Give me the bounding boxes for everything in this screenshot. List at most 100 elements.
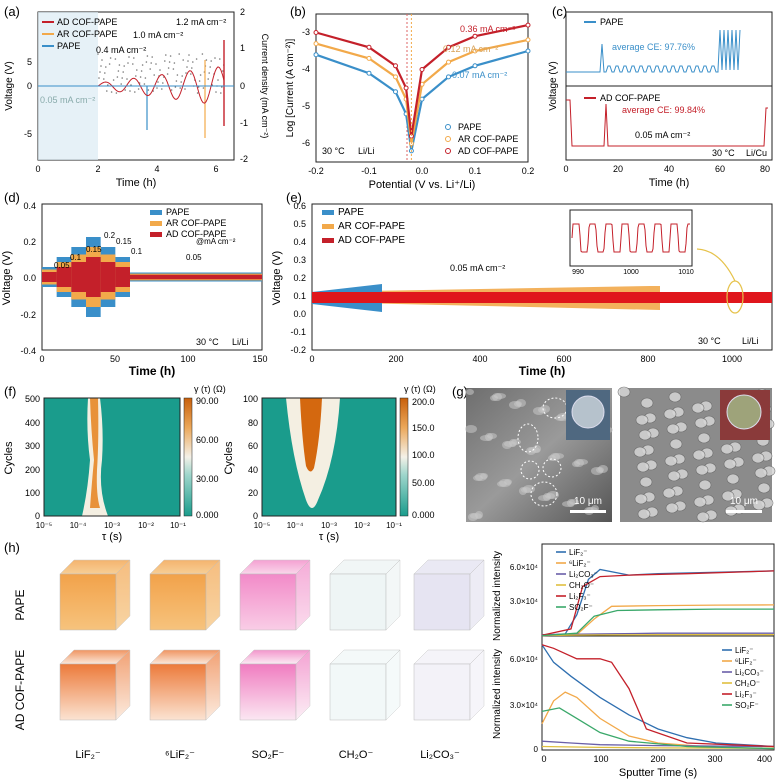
- panel-a-xtick-2: 4: [154, 164, 159, 174]
- panel-a-step-dot: [143, 83, 146, 85]
- panel-a-step-dot: [149, 68, 151, 70]
- panel-a-step-dot: [209, 66, 211, 68]
- panel-b-point-2-3: [403, 85, 409, 91]
- panel-a-step-dot: [132, 63, 134, 65]
- panel-b-point-2-1: [366, 44, 372, 50]
- h-top-legend-label-0: LiF₂⁻: [569, 548, 587, 557]
- panel-e-legend: PAPE AR COF-PAPE AD COF-PAPE: [322, 207, 405, 246]
- panel-f-left-xtick-2: 10⁻³: [104, 521, 120, 530]
- panel-a-step-dot: [210, 60, 212, 62]
- panel-h-top-ytick-0: 6.0×10⁴: [510, 563, 539, 572]
- panel-h-bottom-frame: [541, 635, 775, 751]
- panel-g-right-grain: [639, 476, 653, 488]
- panel-h-top-series: [541, 568, 775, 637]
- panel-f-left-xlabel: τ (s): [102, 531, 122, 543]
- panel-f-left-ylabel: Cycles: [3, 441, 15, 475]
- h-bot-legend-label-2: Li₂CO₃⁻: [735, 668, 764, 677]
- panel-h-xtick-1: 100: [593, 754, 608, 764]
- panel-h-cube-bottom-0-front: [59, 663, 117, 721]
- panel-b-legend: PAPE AR COF-PAPE AD COF-PAPE: [445, 122, 518, 156]
- panel-b-point-0-1: [366, 70, 372, 76]
- panel-b-xtick-4: 0.2: [522, 166, 535, 176]
- panel-a-step-dot: [117, 70, 120, 72]
- panel-e-ytick-7: -0.1: [290, 327, 306, 337]
- panel-a-step-dot: [157, 81, 159, 83]
- panel-d-legend-0: PAPE: [166, 207, 189, 217]
- panel-f-right-band-core: [300, 398, 322, 472]
- panel-a-step-dot: [147, 89, 150, 91]
- panel-d-ytick-4: -0.4: [20, 346, 36, 356]
- panel-e-zoom-arrow: [696, 248, 736, 282]
- panel-h-cube-top-0-front: [59, 573, 117, 631]
- panel-a-step-dot: [135, 75, 137, 77]
- panel-a-step-dot: [107, 84, 109, 86]
- panel-b-cell: Li/Li: [358, 146, 375, 156]
- panel-d-legend: PAPE AR COF-PAPE AD COF-PAPE: [150, 207, 226, 239]
- panel-g-right-grain: [757, 482, 771, 494]
- panel-d-xtick-3: 150: [252, 354, 267, 364]
- h-top-series-line-3: [541, 633, 774, 636]
- panel-g-right-grain: [754, 467, 768, 479]
- panel-g-left-grain: [466, 389, 474, 395]
- panel-a-step-dot: [100, 65, 102, 67]
- panel-g-right-grain: [635, 414, 649, 426]
- panel-h-cube-bottom-1-front: [149, 663, 207, 721]
- panel-c-xtick-2: 40: [664, 164, 674, 174]
- h-top-legend-label-1: ⁶LiF₂⁻: [569, 559, 591, 568]
- panel-a-step-dot: [146, 55, 149, 57]
- panel-d: (d) 0.05 0.1 0.15 0.2 0.15 0.1 0.05 @mA …: [1, 190, 268, 378]
- panel-g-dendrite-5: [530, 481, 558, 507]
- panel-c-xlabel: Time (h): [649, 177, 690, 189]
- panel-f-right-xtick-2: 10⁻³: [321, 521, 337, 530]
- panel-a-step-dot: [137, 88, 140, 90]
- panel-h-top-ytick-1: 3.0×10⁴: [510, 597, 539, 606]
- panel-c-xtick-3: 60: [715, 164, 725, 174]
- panel-a-step-dot: [121, 77, 123, 79]
- panel-a-step-dot: [178, 53, 180, 55]
- panel-g-right-grain: [698, 479, 712, 491]
- panel-g-right-grain: [751, 452, 765, 464]
- panel-a-step-dot: [136, 69, 138, 71]
- panel-a-ann-1: 0.05 mA cm⁻²: [40, 95, 95, 105]
- panel-g-right-grain: [667, 470, 681, 482]
- panel-d-rate-3: 0.2: [104, 231, 116, 240]
- panel-h-species-4: Li₂CO₃⁻: [420, 749, 460, 761]
- h-bot-legend-label-3: CH₂O⁻: [735, 679, 760, 688]
- panel-a-step-dot: [215, 91, 217, 93]
- panel-e-xlabel: Time (h): [519, 364, 565, 378]
- panel-b-point-0-0: [313, 52, 319, 58]
- panel-d-xlabel: Time (h): [129, 364, 175, 378]
- h-top-legend-label-2: Li₂CO₃⁻: [569, 570, 598, 579]
- panel-g-left-grain: [533, 445, 541, 453]
- panel-g-scale-left: 10 μm: [574, 496, 602, 507]
- panel-f-left-colorbar: [183, 397, 193, 517]
- panel-h-bottom-ytick-1: 3.0×10⁴: [510, 701, 539, 710]
- panel-b-xtick-1: -0.1: [361, 166, 377, 176]
- h-bot-series-line-2: [541, 740, 775, 748]
- panel-a-step-dot: [159, 69, 161, 71]
- panel-a-step-dot: [124, 89, 126, 91]
- panel-d-band-2-6: [130, 274, 262, 280]
- panel-b-ytick-2: -5: [302, 101, 310, 111]
- panel-f-left-xtick-3: 10⁻²: [138, 521, 154, 530]
- panel-a-legend-0: AD COF-PAPE: [57, 17, 117, 27]
- panel-b-point-1-1: [366, 55, 372, 61]
- panel-c-current: 0.05 mA cm⁻²: [635, 130, 690, 140]
- panel-e-ytick-4: 0.2: [293, 273, 306, 283]
- panel-f-right-ytick-3: 40: [248, 465, 258, 475]
- panel-a: (a) 0.05 mA cm⁻² 0.4 mA cm⁻² 1.0 mA cm⁻²…: [4, 4, 270, 189]
- panel-d-ytick-3: -0.2: [20, 310, 36, 320]
- panel-b-series-1: [315, 38, 529, 144]
- panel-g-right-grain: [693, 496, 707, 508]
- panel-b-point-2-6: [446, 44, 451, 50]
- panel-a-y2tick-3: -1: [240, 118, 248, 128]
- panel-f-left-frame: [43, 397, 181, 517]
- panel-a-step-dot: [202, 87, 205, 89]
- panel-d-band-2-5: [115, 267, 130, 287]
- panel-h-cube-top-1-front: [149, 573, 207, 631]
- panel-b-point-1-7: [472, 48, 478, 54]
- panel-g-right-grain: [640, 397, 654, 409]
- panel-e-xtick-2: 400: [472, 354, 487, 364]
- panel-a-step-dot: [106, 90, 108, 92]
- panel-a-step-dot: [109, 57, 112, 59]
